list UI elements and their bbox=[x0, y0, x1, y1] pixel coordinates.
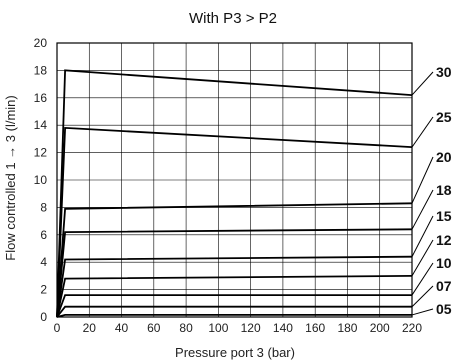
series-label-15: 15 bbox=[436, 208, 452, 224]
leader-line-12 bbox=[411, 239, 434, 277]
y-tick-label: 4 bbox=[40, 255, 47, 269]
label-leader-lines bbox=[411, 71, 434, 316]
y-axis-label: Flow controlled 1 → 3 (l/min) bbox=[3, 95, 18, 260]
series-line-15 bbox=[56, 255, 413, 318]
series-labels: 30 25 20 18 15 12 10 07 05 bbox=[436, 64, 452, 317]
x-tick-label: 80 bbox=[179, 321, 193, 335]
series-label-25: 25 bbox=[436, 109, 452, 125]
series-line-07 bbox=[56, 305, 412, 318]
x-tick-label: 100 bbox=[208, 321, 228, 335]
y-tick-label: 12 bbox=[34, 146, 48, 160]
series-line-25 bbox=[56, 126, 413, 318]
series-label-12: 12 bbox=[436, 232, 452, 248]
leader-line-30 bbox=[411, 71, 434, 96]
x-axis-label: Pressure port 3 (bar) bbox=[175, 345, 295, 360]
leader-line-05 bbox=[411, 308, 434, 316]
chart-title: With P3 > P2 bbox=[189, 10, 277, 27]
x-tick-label: 60 bbox=[147, 321, 161, 335]
series-label-20: 20 bbox=[436, 149, 452, 165]
x-tick-label: 20 bbox=[83, 321, 97, 335]
series-line-30 bbox=[56, 69, 413, 318]
y-tick-label: 20 bbox=[34, 36, 48, 50]
y-axis-ticks: 0 2 4 6 8 10 12 14 16 18 20 bbox=[34, 36, 48, 324]
series-line-05 bbox=[56, 313, 412, 318]
x-tick-label: 180 bbox=[337, 321, 357, 335]
y-tick-label: 0 bbox=[40, 310, 47, 324]
y-tick-label: 6 bbox=[40, 228, 47, 242]
y-tick-label: 2 bbox=[40, 283, 47, 297]
y-tick-label: 16 bbox=[34, 91, 48, 105]
x-tick-label: 200 bbox=[370, 321, 390, 335]
series-line-10 bbox=[56, 294, 412, 318]
leader-line-18 bbox=[411, 189, 434, 230]
series-line-20 bbox=[56, 202, 413, 318]
y-tick-label: 8 bbox=[40, 200, 47, 214]
y-tick-label: 10 bbox=[34, 173, 48, 187]
leader-line-10 bbox=[411, 262, 434, 296]
series-line-18 bbox=[56, 228, 413, 318]
series-lines bbox=[56, 69, 413, 318]
x-axis-ticks: 0 20 40 60 80 100 120 140 160 180 200 220 bbox=[54, 321, 423, 335]
series-label-10: 10 bbox=[436, 255, 452, 271]
x-tick-label: 0 bbox=[54, 321, 61, 335]
x-tick-label: 220 bbox=[402, 321, 422, 335]
series-label-05: 05 bbox=[436, 301, 452, 317]
series-label-07: 07 bbox=[436, 278, 452, 294]
y-tick-label: 14 bbox=[34, 118, 48, 132]
plot-frame bbox=[56, 42, 413, 318]
plot-border bbox=[56, 42, 413, 318]
series-line-12 bbox=[56, 275, 413, 318]
leader-line-15 bbox=[411, 215, 434, 257]
x-tick-label: 140 bbox=[273, 321, 293, 335]
leader-line-20 bbox=[411, 156, 434, 204]
series-label-30: 30 bbox=[436, 64, 452, 80]
y-tick-label: 18 bbox=[34, 63, 48, 77]
x-tick-label: 40 bbox=[115, 321, 129, 335]
series-label-18: 18 bbox=[436, 182, 452, 198]
leader-line-07 bbox=[411, 285, 434, 308]
x-tick-label: 160 bbox=[305, 321, 325, 335]
leader-line-25 bbox=[411, 116, 434, 148]
x-tick-label: 120 bbox=[241, 321, 261, 335]
